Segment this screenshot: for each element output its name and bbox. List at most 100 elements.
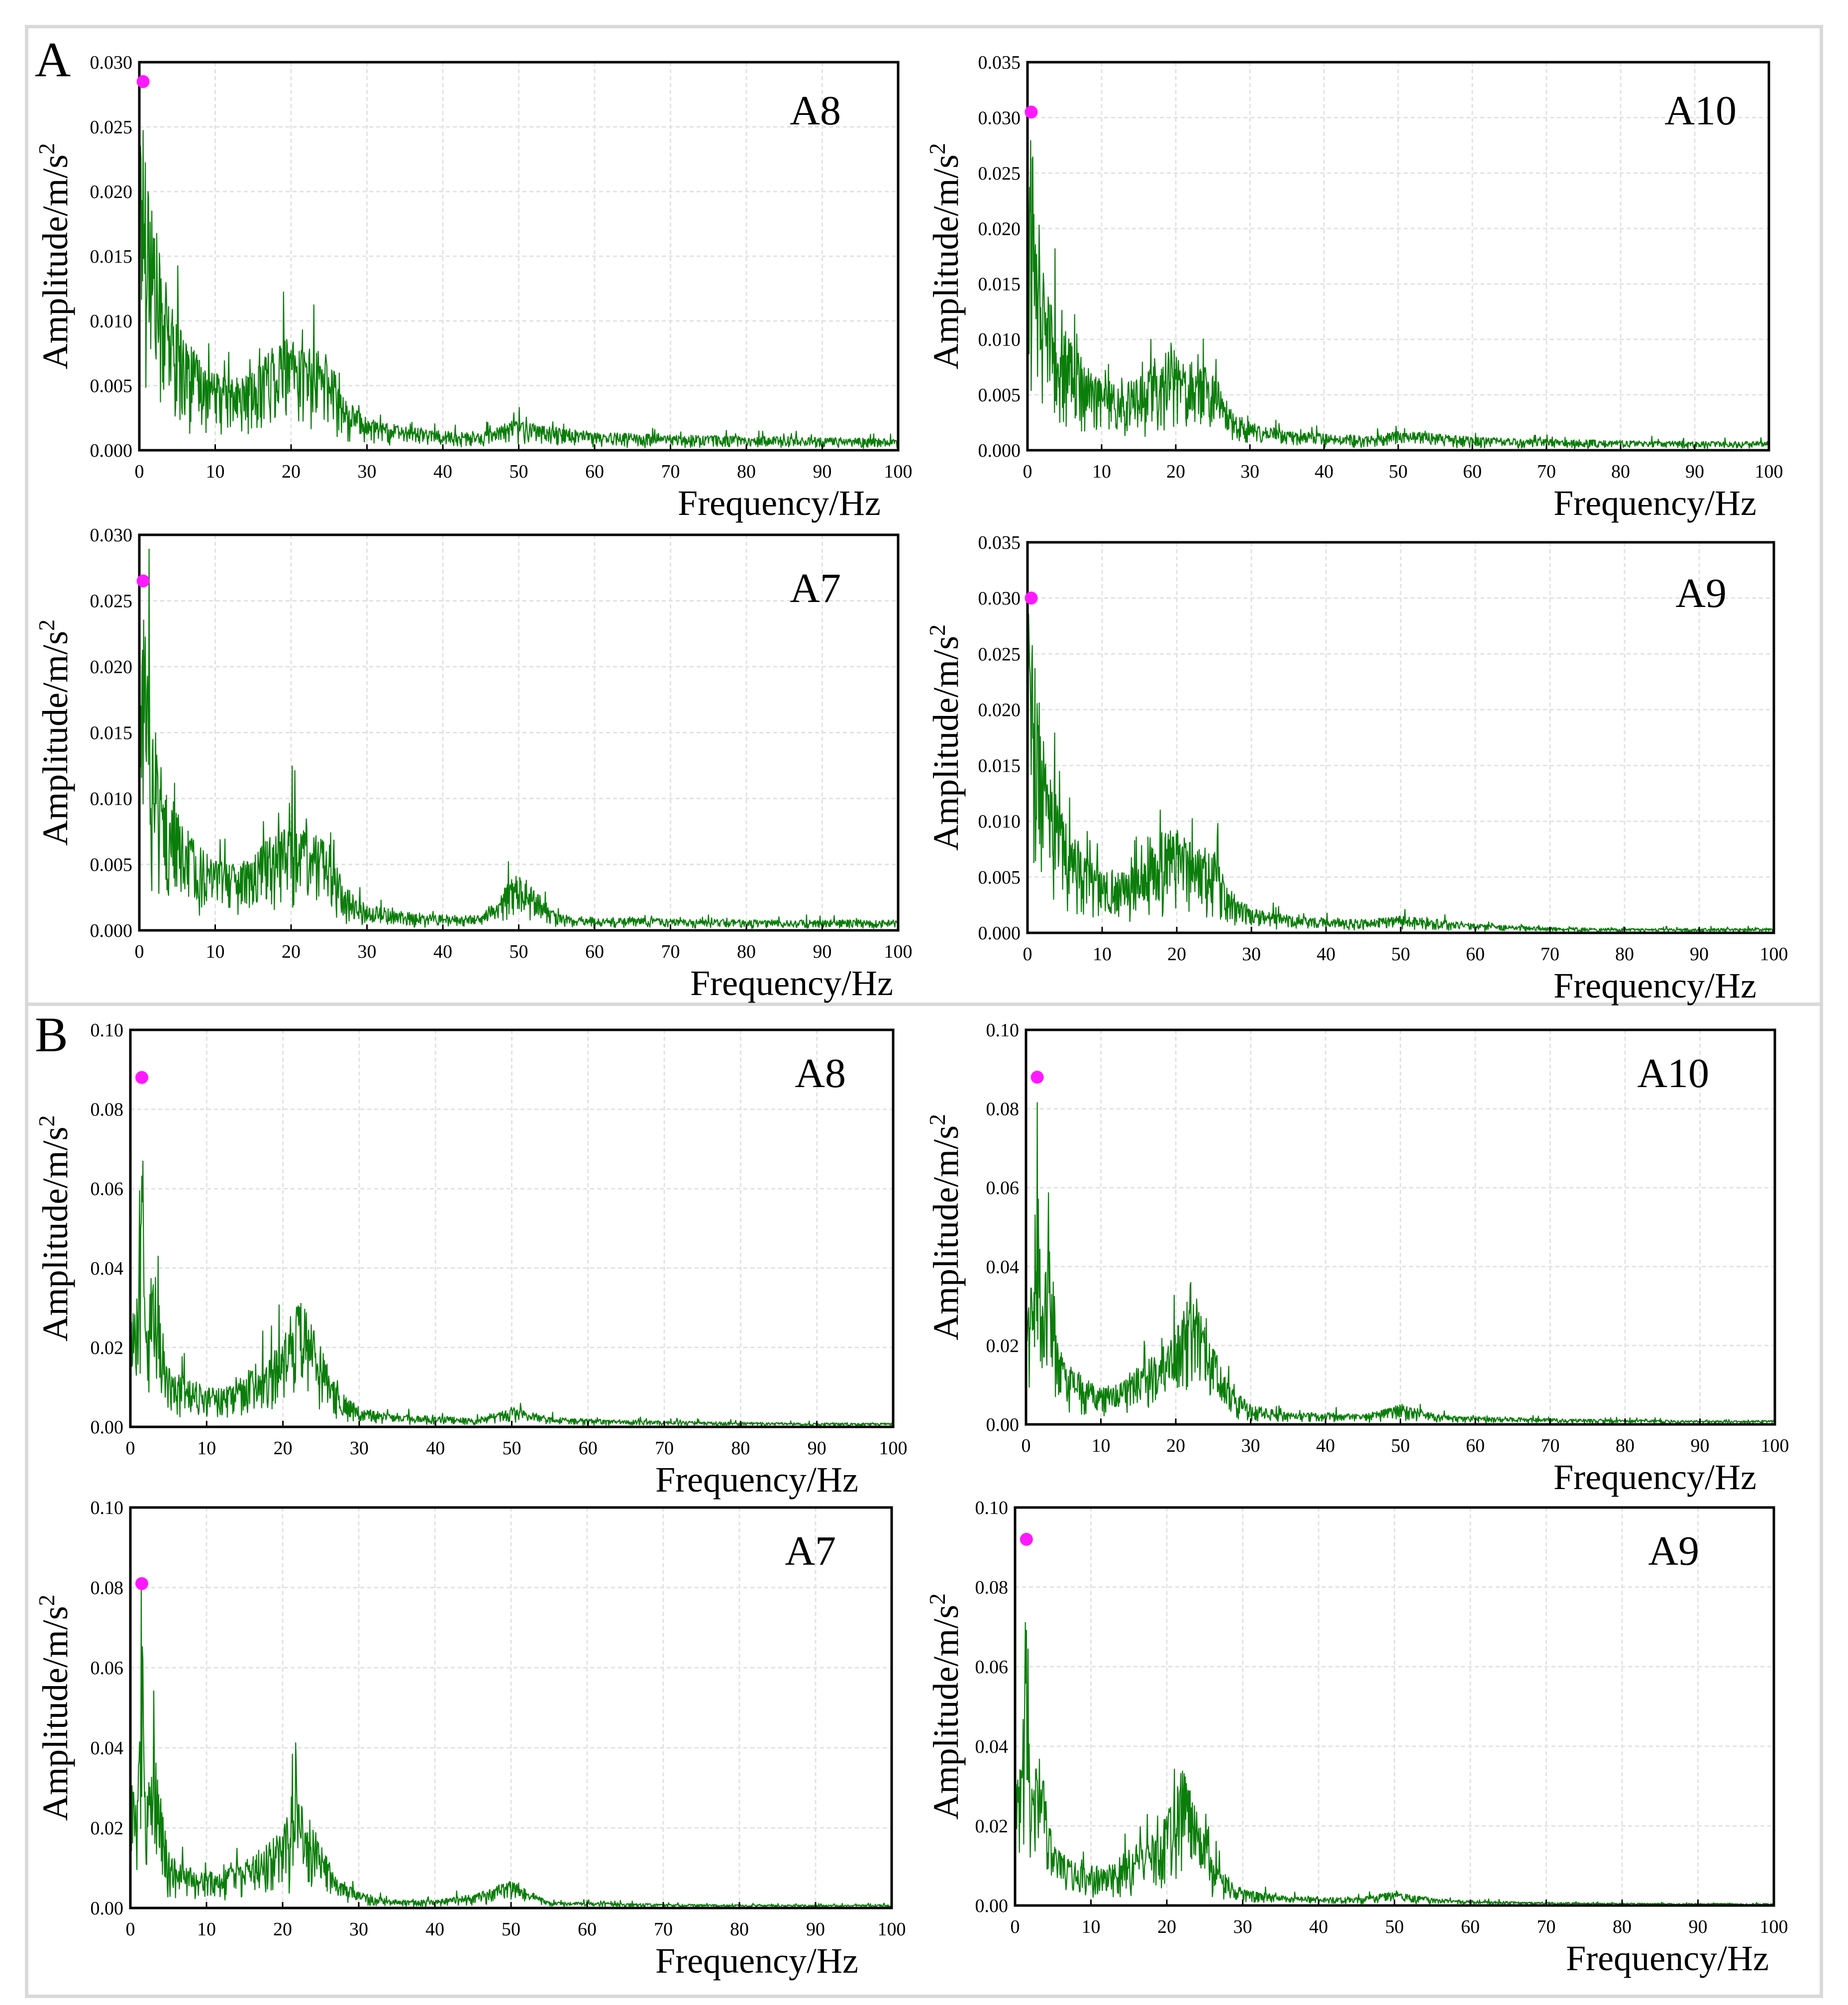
y-axis-title-superscript: 2	[924, 143, 950, 155]
y-tick-label: 0.010	[90, 311, 133, 332]
x-tick-label: 100	[1755, 461, 1783, 482]
x-tick-label: 100	[1761, 1435, 1789, 1456]
y-axis-title-text: Amplitude/m/s	[35, 1127, 75, 1342]
x-tick-label: 80	[1616, 1435, 1635, 1456]
peak-marker	[136, 75, 150, 88]
chart-panel-5: 0 10 20 30 40 50 60 70 80 90 100 0.00 0.02 0.04 0.06 0.…	[34, 1020, 908, 1500]
y-tick-label: 0.015	[90, 723, 133, 744]
x-tick-label: 40	[1309, 1916, 1328, 1937]
y-axis-title-text: Amplitude/m/s	[926, 636, 966, 851]
y-tick-label: 0.020	[90, 182, 133, 202]
x-tick-label: 40	[1315, 461, 1334, 482]
x-tick-label: 50	[1391, 1435, 1410, 1456]
x-tick-label: 30	[358, 461, 377, 482]
x-tick-label: 30	[349, 1919, 368, 1940]
y-tick-label: 0.005	[90, 376, 133, 397]
x-tick-label: 70	[655, 1438, 674, 1459]
y-axis-title-text: Amplitude/m/s	[926, 1125, 966, 1340]
x-tick-label: 40	[433, 941, 452, 962]
x-tick-label: 0	[126, 1438, 135, 1459]
plot-area-border	[129, 1506, 893, 1909]
panel-label: A9	[1648, 1528, 1699, 1574]
x-tick-label: 40	[425, 1919, 444, 1940]
y-axis-title-superscript: 2	[34, 1595, 59, 1606]
y-axis-title: Amplitude/m/s2	[34, 143, 75, 370]
y-tick-label: 0.020	[978, 700, 1021, 720]
x-tick-label: 40	[1317, 944, 1335, 965]
chart-panel-6: 0 10 20 30 40 50 60 70 80 90 100 0.00 0.02 0.04 0.06 0.…	[924, 1020, 1789, 1497]
x-tick-label: 50	[503, 1438, 521, 1459]
x-tick-label: 90	[1689, 1916, 1708, 1937]
y-axis-title-superscript: 2	[924, 624, 950, 636]
x-tick-label: 90	[813, 941, 832, 962]
x-tick-label: 70	[654, 1919, 673, 1940]
y-tick-label: 0.025	[90, 591, 133, 612]
peak-marker	[135, 1577, 148, 1590]
y-tick-label: 0.10	[975, 1498, 1009, 1518]
y-tick-label: 0.030	[978, 588, 1021, 609]
x-tick-label: 0	[1011, 1916, 1020, 1937]
peak-marker	[1025, 105, 1038, 119]
chart-panel-8: 0 10 20 30 40 50 60 70 80 90 100 0.00 0.02 0.04 0.06 0.…	[924, 1498, 1788, 1978]
x-tick-label: 0	[1022, 1435, 1031, 1456]
x-tick-label: 40	[433, 461, 452, 482]
y-tick-label: 0.015	[978, 756, 1021, 777]
x-tick-label: 20	[273, 1919, 292, 1940]
x-tick-label: 80	[731, 1438, 750, 1459]
y-tick-label: 0.02	[91, 1818, 124, 1839]
y-tick-label: 0.035	[978, 52, 1021, 73]
y-tick-label: 0.015	[90, 246, 133, 267]
x-tick-label: 80	[1615, 944, 1634, 965]
x-axis-title: Frequency/Hz	[690, 963, 893, 1003]
x-tick-label: 50	[502, 1919, 520, 1940]
y-tick-label: 0.020	[978, 218, 1021, 239]
y-tick-label: 0.08	[986, 1099, 1020, 1120]
x-tick-label: 0	[1023, 461, 1032, 482]
y-axis-title-superscript: 2	[34, 143, 59, 155]
y-tick-label: 0.06	[975, 1657, 1009, 1678]
y-axis-title-superscript: 2	[924, 1114, 950, 1125]
y-tick-label: 0.02	[986, 1335, 1020, 1356]
x-tick-label: 60	[578, 1919, 597, 1940]
section-divider	[25, 1002, 1823, 1006]
x-tick-label: 30	[1241, 1435, 1260, 1456]
x-tick-label: 70	[1537, 461, 1556, 482]
figure-frame	[25, 25, 1823, 1998]
x-tick-label: 80	[1613, 1916, 1632, 1937]
panel-label: A8	[795, 1050, 846, 1097]
x-tick-label: 90	[813, 461, 832, 482]
x-axis-title: Frequency/Hz	[678, 483, 881, 523]
peak-marker	[1030, 1071, 1044, 1084]
y-tick-label: 0.000	[90, 920, 133, 941]
panel-label: A7	[785, 1528, 836, 1574]
panel-label: A10	[1637, 1050, 1709, 1097]
y-axis-title-superscript: 2	[34, 619, 59, 631]
x-tick-label: 0	[135, 941, 144, 962]
chart-panel-3: 0 10 20 30 40 50 60 70 80 90 100 0.000 0.005 0.010 0.0…	[34, 525, 913, 1003]
y-tick-label: 0.000	[978, 440, 1021, 461]
chart-panel-4: 0 10 20 30 40 50 60 70 80 90 100 0.000 0.005 0.010 0.0…	[924, 532, 1788, 1005]
x-tick-label: 50	[1391, 944, 1410, 965]
x-tick-label: 40	[426, 1438, 445, 1459]
y-tick-label: 0.000	[90, 440, 133, 461]
x-tick-label: 90	[1690, 944, 1709, 965]
x-tick-label: 20	[1166, 1435, 1185, 1456]
y-tick-label: 0.04	[91, 1738, 124, 1759]
x-tick-label: 30	[1233, 1916, 1252, 1937]
spectrum-series-line	[1014, 1622, 1774, 1906]
y-tick-label: 0.005	[978, 385, 1021, 406]
x-axis-title: Frequency/Hz	[1553, 483, 1756, 523]
y-axis-title: Amplitude/m/s2	[924, 1114, 966, 1340]
x-tick-label: 90	[1691, 1435, 1710, 1456]
x-tick-label: 100	[879, 1438, 908, 1459]
x-tick-label: 30	[350, 1438, 369, 1459]
chart-panel-2: 0 10 20 30 40 50 60 70 80 90 100 0.000 0.005 0.010 0.0…	[924, 52, 1783, 523]
y-tick-label: 0.02	[91, 1337, 124, 1358]
peak-marker	[136, 574, 150, 588]
x-tick-label: 0	[1023, 944, 1032, 965]
x-tick-label: 10	[1093, 944, 1112, 965]
x-axis-title: Frequency/Hz	[1566, 1938, 1769, 1978]
y-tick-label: 0.02	[975, 1816, 1009, 1837]
y-tick-label: 0.00	[975, 1896, 1009, 1916]
